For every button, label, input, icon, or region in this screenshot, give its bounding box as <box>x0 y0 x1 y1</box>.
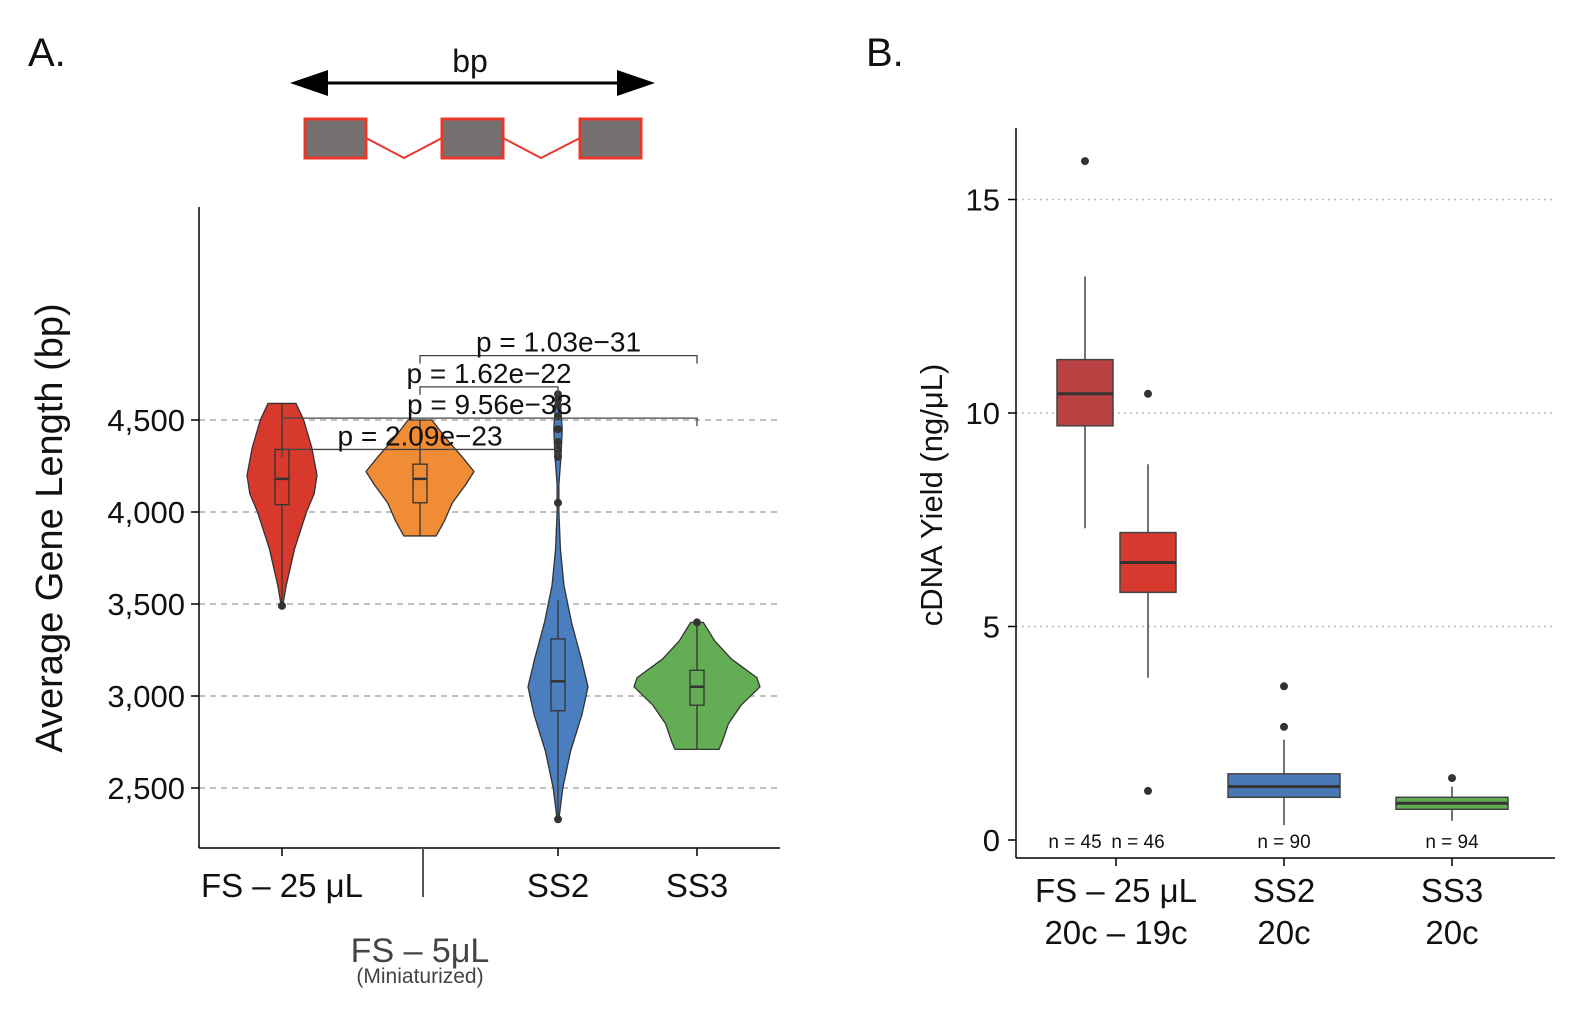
outlier-point <box>1280 682 1288 691</box>
y-axis-label: Average Gene Length (bp) <box>29 303 71 752</box>
x-tick-label: FS – 25 μL <box>201 867 363 904</box>
outlier-point <box>554 815 562 824</box>
exon-3 <box>578 117 643 160</box>
panel-b-label: B. <box>866 31 904 75</box>
y-axis-label: cDNA Yield (ng/μL) <box>914 364 949 627</box>
exon-2 <box>440 117 505 160</box>
x-tick-label: 20c <box>1257 914 1310 951</box>
x-tick-label: FS – 5μL <box>351 932 490 970</box>
x-tick-label: SS2 <box>527 867 589 904</box>
x-tick-label: FS – 25 μL <box>1035 872 1197 909</box>
arrow-left-head <box>290 70 328 96</box>
panel-a-label: A. <box>28 31 66 75</box>
violin-box <box>412 463 428 504</box>
p-value-label: p = 1.03e−31 <box>476 327 641 358</box>
exon-1 <box>303 117 368 160</box>
outlier-point <box>1144 786 1152 795</box>
n-label: n = 45 <box>1048 832 1101 853</box>
intron-2 <box>502 137 581 160</box>
x-tick-label: 20c <box>1425 914 1478 951</box>
y-tick-label: 15 <box>966 183 1000 218</box>
violin-chart: 2,500 3,000 3,500 4,000 4,500 Average Gene Le… <box>29 207 780 988</box>
intron-1 <box>365 137 443 160</box>
x-tick-sublabel: (Miniaturized) <box>356 965 483 988</box>
outlier-point <box>554 401 562 410</box>
outlier-point <box>554 395 562 404</box>
outlier-point <box>1081 157 1089 166</box>
n-label: n = 46 <box>1111 832 1164 853</box>
bp-label: bp <box>452 43 488 79</box>
x-tick-label: SS3 <box>1421 872 1483 909</box>
n-label: n = 94 <box>1425 832 1479 853</box>
violin-box <box>274 448 290 506</box>
y-tick-label: 2,500 <box>107 771 185 806</box>
violin-box <box>550 638 566 712</box>
outlier-point <box>554 425 562 434</box>
outlier-point <box>278 601 286 610</box>
box-chart: 0 5 10 15 cDNA Yield (ng/μL) FS – 25 μL 20c – … <box>914 128 1555 951</box>
significance-bracket <box>281 417 698 427</box>
outlier-point <box>554 438 562 447</box>
y-tick-label: 0 <box>983 823 1000 858</box>
significance-bracket <box>419 386 559 395</box>
y-tick-label: 3,500 <box>107 587 185 622</box>
n-label: n = 90 <box>1257 832 1310 853</box>
y-tick-label: 4,500 <box>107 403 185 438</box>
arrow-right-head <box>617 70 655 96</box>
y-tick-label: 10 <box>966 396 1000 431</box>
x-tick-label: 20c – 19c <box>1044 914 1187 951</box>
significance-bracket <box>419 354 698 364</box>
y-tick-label: 5 <box>983 610 1000 645</box>
gene-diagram: bp <box>290 43 655 160</box>
outlier-point <box>554 498 562 507</box>
outlier-point <box>1144 389 1152 398</box>
outlier-point <box>1280 722 1288 731</box>
outlier-point <box>693 618 701 627</box>
p-value-label: p = 1.62e−22 <box>406 358 571 389</box>
y-tick-label: 3,000 <box>107 679 185 714</box>
x-tick-label: SS2 <box>1253 872 1315 909</box>
p-value-label: p = 2.09e−23 <box>337 420 502 451</box>
x-tick-label: SS3 <box>666 867 728 904</box>
p-value-label: p = 9.56e−33 <box>407 389 572 420</box>
outlier-point <box>1448 774 1456 783</box>
significance-bracket <box>281 448 559 458</box>
y-tick-label: 4,000 <box>107 495 185 530</box>
